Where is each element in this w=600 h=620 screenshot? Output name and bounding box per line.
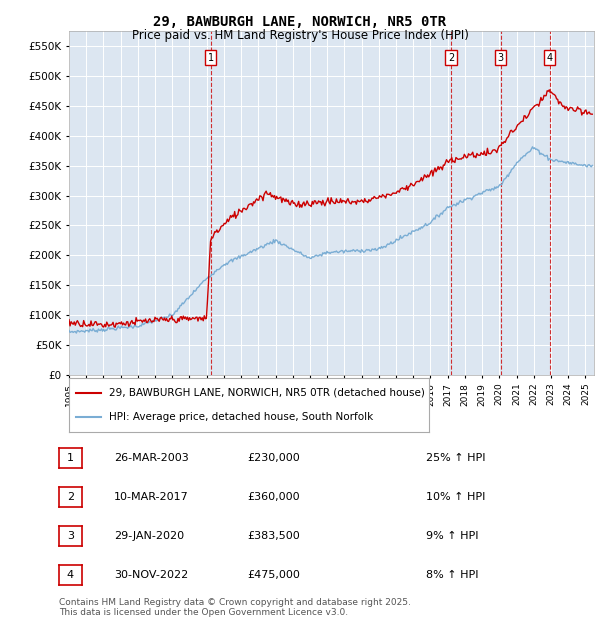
Text: 29, BAWBURGH LANE, NORWICH, NR5 0TR: 29, BAWBURGH LANE, NORWICH, NR5 0TR bbox=[154, 16, 446, 30]
Text: 29-JAN-2020: 29-JAN-2020 bbox=[114, 531, 184, 541]
Text: 3: 3 bbox=[497, 53, 504, 63]
Text: £360,000: £360,000 bbox=[247, 492, 300, 502]
Text: 9% ↑ HPI: 9% ↑ HPI bbox=[426, 531, 479, 541]
Text: 10-MAR-2017: 10-MAR-2017 bbox=[114, 492, 189, 502]
Text: HPI: Average price, detached house, South Norfolk: HPI: Average price, detached house, Sout… bbox=[109, 412, 373, 422]
Text: 26-MAR-2003: 26-MAR-2003 bbox=[114, 453, 189, 463]
Text: £230,000: £230,000 bbox=[247, 453, 300, 463]
Text: Contains HM Land Registry data © Crown copyright and database right 2025.
This d: Contains HM Land Registry data © Crown c… bbox=[59, 598, 410, 617]
Text: 1: 1 bbox=[208, 53, 214, 63]
Text: 8% ↑ HPI: 8% ↑ HPI bbox=[426, 570, 479, 580]
Text: £383,500: £383,500 bbox=[247, 531, 300, 541]
Text: Price paid vs. HM Land Registry's House Price Index (HPI): Price paid vs. HM Land Registry's House … bbox=[131, 29, 469, 42]
Text: 30-NOV-2022: 30-NOV-2022 bbox=[114, 570, 188, 580]
Text: 4: 4 bbox=[67, 570, 74, 580]
Text: 10% ↑ HPI: 10% ↑ HPI bbox=[426, 492, 485, 502]
Text: 4: 4 bbox=[547, 53, 553, 63]
Text: 29, BAWBURGH LANE, NORWICH, NR5 0TR (detached house): 29, BAWBURGH LANE, NORWICH, NR5 0TR (det… bbox=[109, 388, 424, 398]
Text: 25% ↑ HPI: 25% ↑ HPI bbox=[426, 453, 485, 463]
Text: 2: 2 bbox=[448, 53, 454, 63]
Text: 2: 2 bbox=[67, 492, 74, 502]
Text: 3: 3 bbox=[67, 531, 74, 541]
Text: £475,000: £475,000 bbox=[247, 570, 300, 580]
Text: 1: 1 bbox=[67, 453, 74, 463]
